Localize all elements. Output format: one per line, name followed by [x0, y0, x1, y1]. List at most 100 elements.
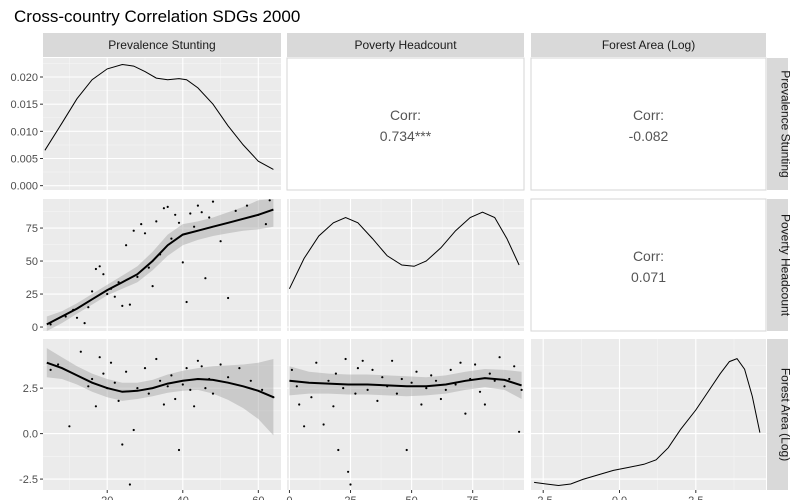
- scatter-point: [474, 363, 477, 366]
- row-strip: [767, 339, 788, 490]
- scatter-point: [310, 396, 313, 399]
- scatter-point: [162, 207, 165, 210]
- scatter-point: [79, 350, 82, 353]
- scatter-point: [337, 448, 340, 452]
- scatter-point: [434, 379, 438, 382]
- y-tick-label: 0.0: [23, 429, 38, 441]
- scatter-point: [94, 405, 97, 408]
- scatter-point: [290, 368, 293, 371]
- scatter-point: [113, 295, 116, 298]
- scatter-point: [68, 425, 71, 428]
- scatter-point: [147, 392, 150, 395]
- scatter-point: [174, 213, 177, 216]
- scatter-point: [91, 377, 94, 381]
- scatter-point: [261, 388, 264, 391]
- confidence-band: [46, 348, 274, 436]
- scatter-point: [420, 403, 423, 406]
- x-tick-label: -2.5: [534, 495, 553, 500]
- scatter-point: [508, 377, 511, 381]
- scatter-point: [268, 199, 271, 202]
- correlation-value: 0.071: [631, 269, 666, 285]
- density-curve: [534, 357, 761, 487]
- scatter-point: [303, 425, 306, 428]
- scatter-point: [219, 363, 222, 366]
- scatter-point: [185, 300, 188, 304]
- scatter-point: [121, 304, 124, 307]
- scatter-point: [64, 315, 67, 318]
- scatter-point: [132, 229, 135, 232]
- scatter-point: [315, 361, 318, 364]
- scatter-point: [349, 483, 352, 486]
- scatter-point: [75, 316, 79, 319]
- x-tick-label: 50: [405, 495, 417, 500]
- scatter-point: [204, 387, 207, 390]
- scatter-point: [295, 385, 298, 388]
- scatter-point: [361, 359, 364, 362]
- scatter-point: [196, 359, 199, 362]
- x-tick-label: 60: [252, 495, 264, 500]
- scatter-point: [181, 383, 184, 386]
- scatter-point: [166, 205, 169, 208]
- scatter-point: [87, 306, 90, 309]
- y-tick-label: 25: [26, 289, 38, 301]
- y-tick-label: -2.5: [19, 474, 38, 486]
- correlation-label: Corr:: [633, 248, 664, 264]
- scatter-point: [381, 376, 384, 379]
- scatter-point: [117, 399, 120, 402]
- density-curve: [44, 63, 274, 170]
- x-tick-label: 2.5: [688, 495, 703, 500]
- scatter-point: [125, 244, 128, 247]
- scatter-point: [478, 390, 482, 393]
- scatter-point: [196, 204, 199, 207]
- scatter-point: [356, 367, 359, 370]
- scatter-point: [454, 383, 457, 386]
- scatter-point: [132, 428, 135, 432]
- scatter-point: [227, 376, 230, 379]
- scatter-point: [211, 392, 215, 395]
- confidence-band: [289, 366, 522, 399]
- column-strip-label: Poverty Headcount: [354, 38, 457, 52]
- plot-layer: Prevalence Stunting Poverty Headcount Fore…: [10, 33, 793, 500]
- scatter-point: [49, 323, 52, 326]
- scatter-point: [488, 372, 491, 375]
- scatter-point: [238, 367, 241, 370]
- y-tick-label: 0.015: [10, 99, 38, 111]
- column-strip: [531, 33, 766, 57]
- scatter-point: [102, 273, 105, 276]
- column-strip: [43, 33, 281, 57]
- scatter-point: [449, 368, 452, 371]
- x-tick-label: 0.0: [612, 495, 627, 500]
- scatter-point: [87, 385, 90, 388]
- x-tick-label: 20: [101, 495, 113, 500]
- scatter-point: [245, 204, 249, 207]
- column-strip: [287, 33, 524, 57]
- scatter-point: [200, 365, 203, 368]
- scatter-point: [376, 399, 379, 402]
- scatter-point: [415, 370, 418, 373]
- scatter-point: [354, 392, 357, 395]
- confidence-band: [46, 199, 274, 331]
- scatter-point: [371, 368, 374, 371]
- y-tick-label: 0.010: [10, 126, 38, 138]
- column-strip-label: Forest Area (Log): [602, 38, 695, 52]
- scatter-point: [211, 200, 215, 203]
- scatter-point: [332, 405, 335, 408]
- scatter-point: [322, 423, 325, 426]
- scatter-point: [366, 388, 369, 391]
- density-curve: [288, 211, 520, 290]
- scatter-point: [121, 443, 124, 446]
- scatter-point: [334, 372, 337, 375]
- scatter-point: [128, 303, 131, 306]
- scatter-point: [140, 223, 143, 226]
- correlation-value: -0.082: [629, 128, 669, 144]
- y-tick-label: 2.5: [23, 383, 38, 395]
- panel-background: [531, 339, 766, 490]
- x-tick-label: 40: [177, 495, 189, 500]
- scatter-point: [264, 223, 267, 226]
- scatter-point: [189, 388, 192, 391]
- scatter-point: [159, 379, 162, 382]
- x-tick-label: 25: [344, 495, 356, 500]
- scatter-point: [102, 372, 105, 375]
- y-tick-label: 0.005: [10, 153, 38, 165]
- scatter-point: [98, 265, 101, 268]
